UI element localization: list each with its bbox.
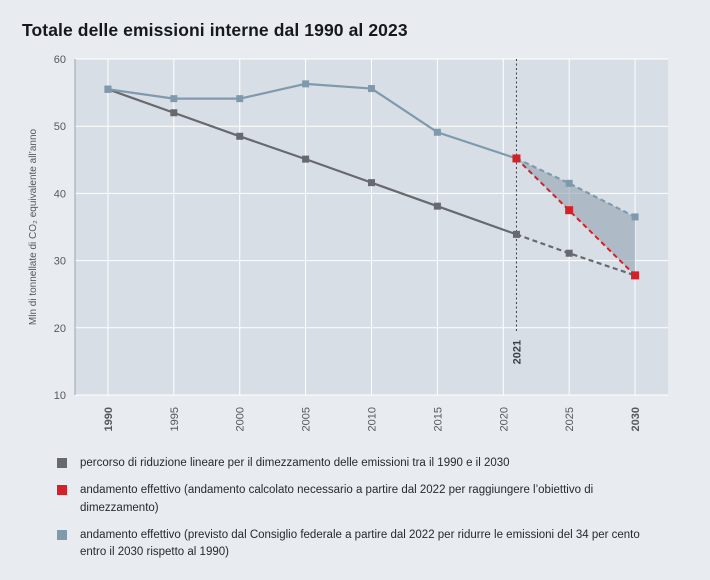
year-2021-label: 2021 [511,340,523,364]
data-point-marker [631,271,640,280]
x-tick-label: 2005 [301,407,313,431]
legend-swatch-red-square [57,485,67,496]
legend-swatch-gray-square [57,458,67,468]
data-point-marker [236,95,244,103]
legend-label-effective-path: andamento effettivo (previsto dal Consig… [80,528,640,558]
series-line-dashed [515,157,636,277]
y-axis-title: Mln di tonnellate di CO₂ equivalente all… [28,128,39,325]
legend-swatch-blue-square [57,529,67,540]
data-point-marker [236,132,244,140]
data-point-marker [368,179,375,187]
y-tick-label: 60 [54,54,66,66]
x-tick-label: 1990 [103,407,115,431]
legend-item-required-path: andamento effettivo (andamento calcolato… [57,482,710,517]
target-gap-area [516,158,636,276]
x-tick-label: 2025 [564,407,576,431]
data-point-marker [565,179,573,187]
y-tick-label: 30 [54,256,66,268]
x-tick-label: 2010 [367,407,379,431]
series-line-dashed [515,157,636,218]
page-title: Totale delle emissioni interne dal 1990 … [22,20,408,40]
x-tick-label: 2030 [630,407,642,431]
legend-item-linear-path: percorso di riduzione lineare per il dim… [57,455,710,472]
legend-item-effective-path: andamento effettivo (previsto dal Consig… [57,527,710,562]
legend-label-required-path: andamento effettivo (andamento calcolato… [80,484,594,514]
data-point-marker [368,85,375,93]
y-tick-label: 10 [54,390,66,402]
legend: percorso di riduzione lineare per il dim… [57,455,710,561]
x-tick-label: 2000 [235,407,247,431]
data-point-marker [433,128,441,136]
x-tick-label: 2020 [498,407,510,431]
y-tick-label: 20 [54,323,66,335]
data-point-marker [170,109,178,117]
data-point-marker [512,154,521,163]
y-tick-label: 50 [54,121,66,133]
data-point-marker [170,95,178,103]
y-tick-label: 40 [54,188,66,200]
data-point-marker [631,213,639,221]
data-point-marker [565,206,574,215]
data-point-marker [565,249,573,257]
x-tick-label: 2015 [432,407,444,431]
data-point-marker [512,230,520,238]
data-point-marker [433,202,441,210]
legend-label-linear-path: percorso di riduzione lineare per il dim… [80,457,510,469]
data-point-marker [104,85,112,93]
data-point-marker [302,80,310,88]
data-point-marker [302,155,310,163]
x-tick-label: 1995 [169,407,181,431]
